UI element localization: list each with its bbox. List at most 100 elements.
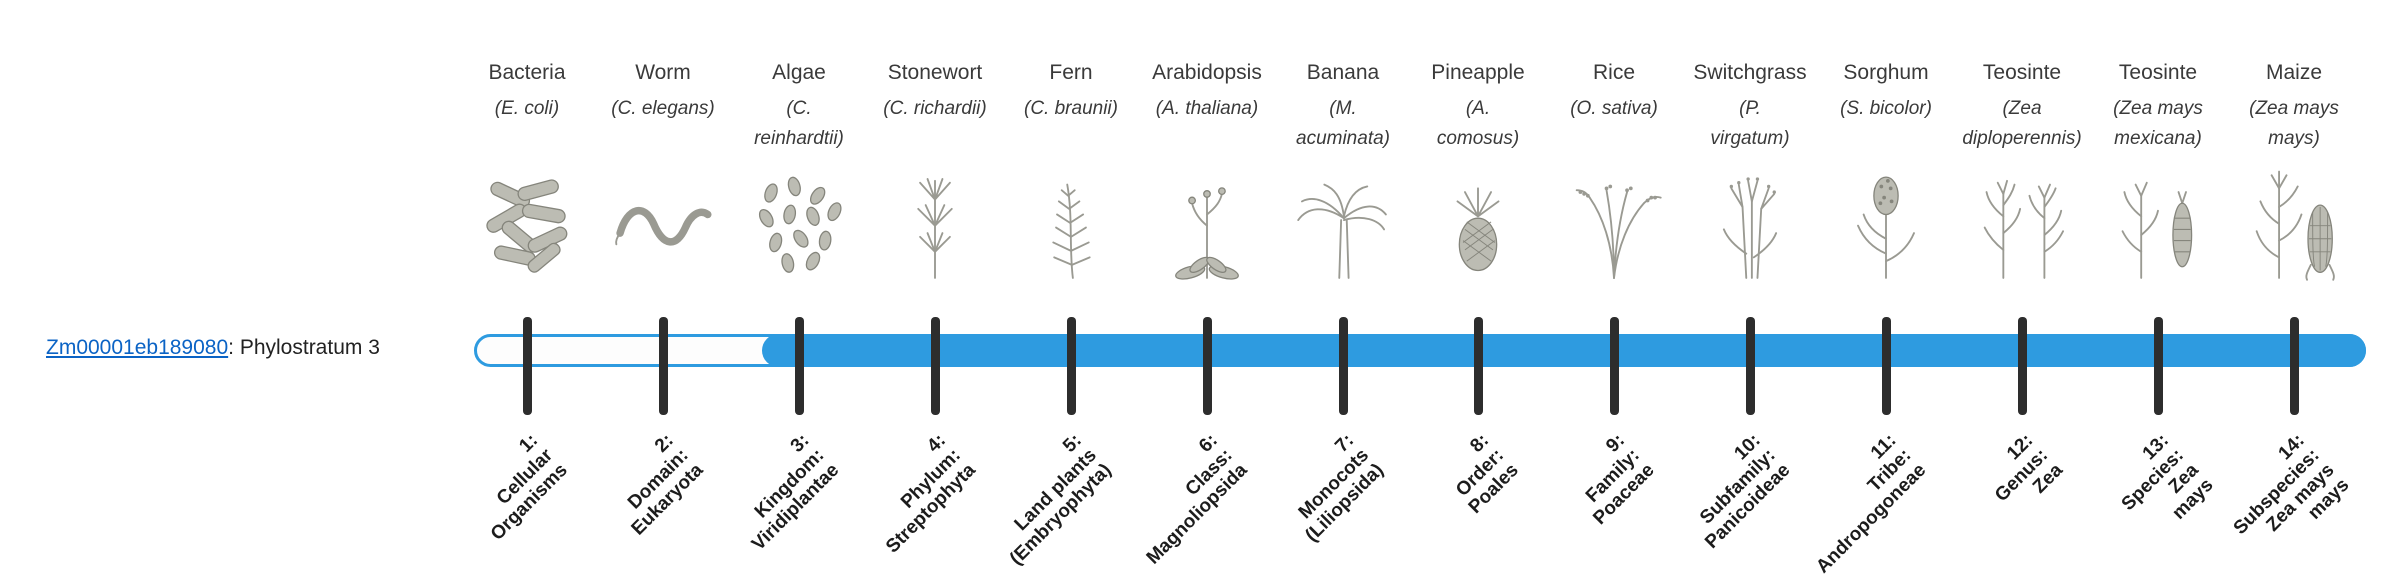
organism-sci-name: (M. acuminata) [1296, 98, 1390, 149]
organism-sci-name: (O. sativa) [1570, 98, 1658, 119]
stratum-label-7: 7: Monocots (Liliopsida) [1294, 430, 1388, 547]
organism-sci-name: (C. reinhardtii) [754, 98, 844, 149]
stratum-tick-6 [1203, 317, 1212, 415]
stratum-label-8: 8: Order: Poales [1451, 430, 1523, 518]
stratum-tick-4 [931, 317, 940, 415]
stratum-tick-11 [1882, 317, 1891, 415]
organism-name: Banana [1306, 61, 1380, 84]
organism-illustration [2073, 158, 2243, 282]
organism-column-teosinte-mexicana: Teosinte (Zea mays mexicana) [2073, 60, 2243, 282]
algae-icon [758, 176, 842, 273]
organism-column-bacteria: Bacteria (E. coli) [442, 60, 612, 282]
timeline-bar-fill [762, 334, 2366, 367]
stratum-label-10: 10: Subfamily: Panicoideae [1696, 430, 1795, 553]
stratum-tick-9 [1610, 317, 1619, 415]
organism-name: Switchgrass [1693, 61, 1807, 84]
organism-illustration [986, 158, 1156, 282]
organism-name: Teosinte [2118, 61, 2198, 84]
stratum-tick-8 [1474, 317, 1483, 415]
switchgrass-icon [1722, 177, 1778, 279]
organism-illustration [2209, 158, 2379, 282]
stratum-label-14: 14: Subspecies: Zea mays mays [2229, 430, 2354, 539]
stratum-label-6: 6: Class: Magnoliopsida [1142, 430, 1252, 569]
organism-illustration [714, 158, 884, 282]
organism-name: Arabidopsis [1152, 61, 1262, 84]
stratum-tick-2 [659, 317, 668, 415]
organism-column-algae: Algae (C. reinhardtii) [714, 60, 884, 282]
phylostratum-text: : Phylostratum 3 [228, 336, 380, 359]
stratum-label-1: 1: Cellular Organisms [486, 430, 572, 545]
organism-name: Fern [1049, 61, 1093, 84]
organism-column-stonewort: Stonewort (C. richardii) [850, 60, 1020, 282]
organism-column-banana: Banana (M. acuminata) [1258, 60, 1428, 282]
organism-illustration [1393, 158, 1563, 282]
stratum-tick-1 [523, 317, 532, 415]
organism-name: Maize [2265, 61, 2323, 84]
organism-illustration [1529, 158, 1699, 282]
organism-sci-name: (C. braunii) [1024, 98, 1118, 119]
organism-name: Sorghum [1843, 61, 1929, 84]
organism-column-switchgrass: Switchgrass (P. virgatum) [1665, 60, 1835, 282]
organism-column-worm: Worm (C. elegans) [578, 60, 748, 282]
organism-name: Bacteria [488, 61, 566, 84]
organism-sci-name: (A. comosus) [1436, 98, 1520, 149]
organism-sci-name: (C. richardii) [883, 98, 987, 119]
stratum-tick-13 [2154, 317, 2163, 415]
stratum-label-3: 3: Kingdom: Viridiplantae [748, 430, 844, 555]
fern-icon [1052, 183, 1091, 279]
organism-column-maize: Maize (Zea mays mays) [2209, 60, 2379, 282]
stratum-tick-5 [1067, 317, 1076, 415]
organism-sci-name: (S. bicolor) [1840, 98, 1932, 119]
organism-illustration [578, 158, 748, 282]
organism-name: Worm [635, 61, 691, 84]
organism-sci-name: (Zea diploperennis) [1962, 98, 2082, 149]
organism-illustration [1122, 158, 1292, 282]
sorghum-icon [1857, 176, 1915, 279]
bacteria-icon [486, 179, 568, 273]
stratum-label-12: 12: Genus: Zea [1990, 430, 2067, 506]
stratum-tick-10 [1746, 317, 1755, 415]
organism-sci-name: (E. coli) [494, 98, 560, 119]
organism-name: Algae [772, 61, 826, 84]
worm-icon [615, 206, 712, 246]
organism-illustration [1258, 158, 1428, 282]
organism-illustration [850, 158, 1020, 282]
organism-sci-name: (Zea mays mexicana) [2113, 98, 2203, 149]
organism-name: Pineapple [1431, 61, 1525, 84]
organism-illustration [1937, 158, 2107, 282]
organism-name: Rice [1592, 61, 1635, 84]
organism-sci-name: (C. elegans) [611, 98, 715, 119]
stonewort-icon [917, 178, 953, 279]
stratum-label-11: 11: Tribe: Andropogoneae [1812, 430, 1931, 578]
pineapple-icon [1456, 187, 1500, 272]
gene-link[interactable]: Zm00001eb189080 [46, 336, 229, 359]
organism-name: Stonewort [887, 61, 983, 84]
stratum-tick-12 [2018, 317, 2027, 415]
teosinte-diploperennis-icon [1983, 179, 2064, 279]
organism-illustration [1801, 158, 1971, 282]
organism-sci-name: (P. virgatum) [1710, 98, 1790, 149]
organism-illustration [442, 158, 612, 282]
organism-column-rice: Rice (O. sativa) [1529, 60, 1699, 282]
organism-illustration [1665, 158, 1835, 282]
organism-column-fern: Fern (C. braunii) [986, 60, 1156, 282]
banana-icon [1297, 183, 1387, 279]
arabidopsis-icon [1175, 187, 1239, 280]
stratum-tick-7 [1339, 317, 1348, 415]
stratum-label-9: 9: Family: Poaceae [1581, 430, 1659, 530]
teosinte-mexicana-icon [2121, 181, 2193, 279]
organism-column-arabidopsis: Arabidopsis (A. thaliana) [1122, 60, 1292, 282]
maize-icon [2255, 170, 2335, 281]
organism-column-sorghum: Sorghum (S. bicolor) [1801, 60, 1971, 282]
stratum-label-4: 4: Phylum: Streptophyta [881, 430, 980, 558]
stratum-label-5: 5: Land plants (Embryophyta) [1005, 430, 1116, 570]
organism-name: Teosinte [1982, 61, 2062, 84]
organism-column-pineapple: Pineapple (A. comosus) [1393, 60, 1563, 282]
rice-icon [1575, 184, 1662, 279]
organism-column-teosinte-diploperennis: Teosinte (Zea diploperennis) [1937, 60, 2107, 282]
stratum-label-2: 2: Domain: Eukaryota [624, 430, 708, 540]
stratum-label-13: 13: Species: Zea mays [2117, 430, 2218, 524]
organism-sci-name: (Zea mays mays) [2249, 98, 2339, 149]
gene-label: Zm00001eb189080: Phylostratum 3 [46, 336, 380, 360]
